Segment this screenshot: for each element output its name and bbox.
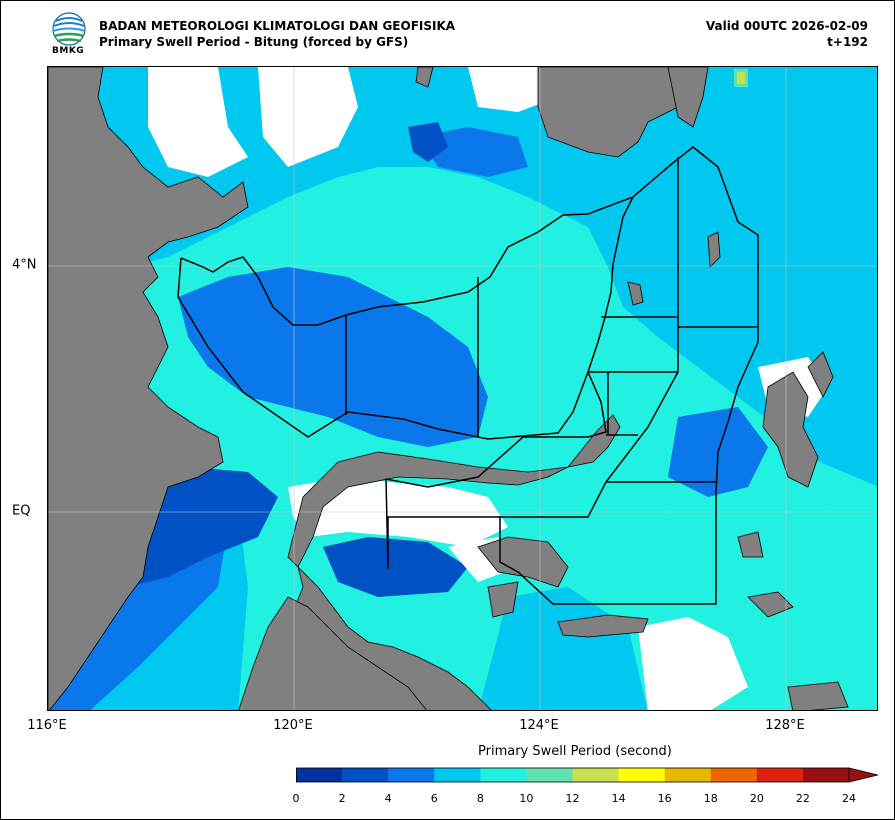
- nodata-southeast: [638, 617, 748, 710]
- org-title: BADAN METEOROLOGI KLIMATOLOGI DAN GEOFIS…: [99, 19, 456, 33]
- colorbar: [296, 767, 879, 783]
- lon-tick-120: 120°E: [273, 718, 313, 733]
- colorbar-swatch: [664, 768, 712, 782]
- colorbar-tick-label: 24: [842, 792, 856, 805]
- lon-tick-124: 124°E: [519, 718, 559, 733]
- colorbar-swatch: [296, 768, 343, 782]
- land-sula: [557, 614, 649, 638]
- colorbar-tick-label: 4: [384, 792, 392, 805]
- logo-text: BMKG: [52, 46, 85, 56]
- colorbar-tick-label: 0: [292, 792, 300, 805]
- land-small-2: [737, 531, 764, 558]
- colorbar-swatch: [572, 768, 619, 782]
- land-sulawesi: [253, 414, 621, 710]
- colorbar-swatch: [802, 768, 850, 782]
- band-2-4-bay: [323, 537, 468, 597]
- nodata-northwest: [148, 67, 248, 177]
- lat-tick-4n: 4°N: [12, 257, 37, 273]
- colorbar-swatch: [342, 768, 389, 782]
- nodata-north: [468, 67, 558, 112]
- land-halmahera: [762, 371, 819, 488]
- colorbar-tick-label: 22: [795, 792, 810, 805]
- land-halmahera-2: [807, 351, 834, 398]
- colorbar-swatch: [526, 768, 573, 782]
- colorbar-tick-label: 18: [703, 792, 718, 805]
- band-2-4-north: [408, 122, 448, 162]
- lon-tick-128: 128°E: [765, 718, 805, 733]
- nodata-north-2: [258, 67, 358, 167]
- colorbar-swatch: [388, 768, 435, 782]
- land-borneo: [48, 67, 249, 710]
- colorbar-swatch: [756, 768, 804, 782]
- colorbar-tick-label: 6: [430, 792, 438, 805]
- colorbar-tick-label: 12: [565, 792, 580, 805]
- bmkg-logo: [50, 12, 88, 56]
- lat-tick-eq: EQ: [12, 503, 31, 519]
- land-buru: [787, 681, 849, 710]
- colorbar-swatch: [434, 768, 481, 782]
- colorbar-swatch: [710, 768, 758, 782]
- colorbar-swatch: [480, 768, 527, 782]
- map-gridlines: [48, 67, 877, 710]
- land-talaud: [627, 281, 644, 306]
- land-small-1: [487, 581, 519, 618]
- band-12-14-patch: [737, 72, 745, 84]
- band-4-6-east-top: [418, 127, 528, 177]
- lon-tick-116: 116°E: [27, 718, 67, 733]
- land-sulawesi-south: [238, 596, 427, 710]
- band-4-6-central: [178, 267, 488, 447]
- land-sangihe: [707, 231, 721, 268]
- colorbar-tick-label: 8: [476, 792, 484, 805]
- colorbar-tick-label: 2: [338, 792, 346, 805]
- land-northeast-island: [415, 67, 434, 88]
- colorbar-tick-label: 10: [519, 792, 534, 805]
- land-obi: [747, 591, 794, 618]
- chart-subtitle: Primary Swell Period - Bitung (forced by…: [99, 35, 409, 49]
- lead-time: t+192: [827, 35, 868, 49]
- colorbar-extend-arrow: [848, 767, 879, 783]
- colorbar-tick-label: 14: [611, 792, 626, 805]
- band-6-8-north: [48, 67, 877, 487]
- valid-time: Valid 00UTC 2026-02-09: [705, 19, 868, 33]
- colorbar-tick-label: 16: [657, 792, 672, 805]
- swell-period-map: [47, 66, 878, 711]
- colorbar-title: Primary Swell Period (second): [478, 744, 672, 759]
- colorbar-tick-label: 20: [749, 792, 764, 805]
- colorbar-swatch: [618, 768, 665, 782]
- forecast-zones: [177, 146, 759, 605]
- land-mindanao-east: [667, 67, 709, 128]
